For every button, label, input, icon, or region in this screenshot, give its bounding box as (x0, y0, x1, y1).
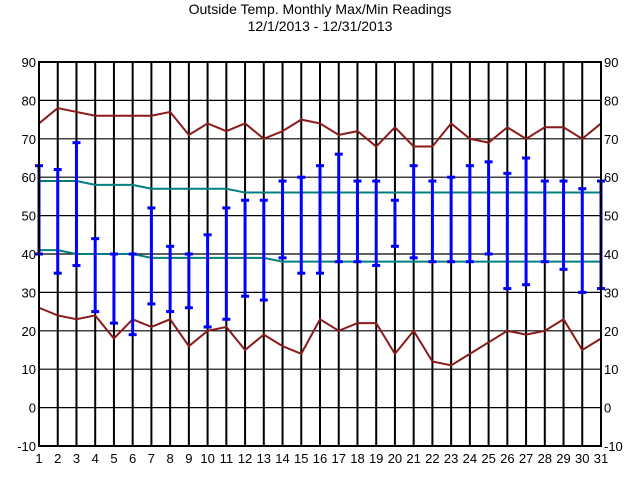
x-tick-label: 24 (463, 451, 477, 466)
y-tick-label-left: 60 (22, 170, 36, 185)
x-tick-label: 5 (110, 451, 117, 466)
y-tick-label-right: 40 (604, 247, 618, 262)
x-tick-label: 17 (331, 451, 345, 466)
x-tick-label: 27 (519, 451, 533, 466)
range-bars (35, 141, 605, 337)
x-tick-label: 21 (406, 451, 420, 466)
y-tick-label-right: 50 (604, 209, 618, 224)
y-tick-label-right: 10 (604, 362, 618, 377)
plot-frame (38, 61, 602, 447)
y-tick-label-right: 20 (604, 324, 618, 339)
y-tick-label-left: 70 (22, 132, 36, 147)
y-tick-label-right: 80 (604, 93, 618, 108)
y-tick-label-left: 90 (22, 55, 36, 70)
y-tick-label-left: 20 (22, 324, 36, 339)
x-tick-label: 30 (575, 451, 589, 466)
y-tick-label-right: 0 (604, 401, 611, 416)
x-tick-label: 25 (481, 451, 495, 466)
x-tick-label: 6 (129, 451, 136, 466)
y-tick-label-left: 10 (22, 362, 36, 377)
x-tick-label: 23 (444, 451, 458, 466)
x-tick-label: 8 (167, 451, 174, 466)
y-tick-label-left: 0 (29, 401, 36, 416)
x-tick-label: 15 (294, 451, 308, 466)
x-tick-label: 3 (73, 451, 80, 466)
x-tick-label: 4 (92, 451, 99, 466)
x-tick-label: 11 (220, 451, 234, 466)
x-tick-label: 22 (425, 451, 439, 466)
x-tick-label: 10 (200, 451, 214, 466)
y-tick-label-right: -10 (604, 439, 623, 454)
y-tick-label-left: 50 (22, 209, 36, 224)
y-tick-label-right: 60 (604, 170, 618, 185)
y-tick-label-left: -10 (17, 439, 36, 454)
x-tick-label: 16 (313, 451, 327, 466)
y-tick-label-right: 90 (604, 55, 618, 70)
x-tick-label: 7 (148, 451, 155, 466)
tick-labels: -10 -10 0 0 10 10 20 20 30 30 40 40 50 50 60 60 70 70 80 80… (17, 55, 623, 466)
x-tick-label: 31 (594, 451, 608, 466)
x-tick-label: 14 (275, 451, 289, 466)
series-line-1 (38, 107, 602, 148)
x-tick-label: 13 (257, 451, 271, 466)
x-tick-label: 2 (54, 451, 61, 466)
y-tick-label-left: 30 (22, 285, 36, 300)
x-tick-label: 12 (238, 451, 252, 466)
y-tick-label-left: 80 (22, 93, 36, 108)
x-tick-label: 18 (350, 451, 364, 466)
x-tick-label: 28 (538, 451, 552, 466)
x-tick-label: 29 (556, 451, 570, 466)
x-tick-label: 19 (369, 451, 383, 466)
chart-title: Outside Temp. Monthly Max/Min Readings (188, 1, 452, 17)
x-tick-label: 20 (388, 451, 402, 466)
x-tick-label: 9 (185, 451, 192, 466)
x-tick-label: 26 (500, 451, 514, 466)
x-tick-label: 1 (35, 451, 42, 466)
y-tick-label-left: 40 (22, 247, 36, 262)
y-tick-label-right: 30 (604, 285, 618, 300)
y-tick-label-right: 70 (604, 132, 618, 147)
chart-subtitle: 12/1/2013 - 12/31/2013 (247, 18, 393, 34)
